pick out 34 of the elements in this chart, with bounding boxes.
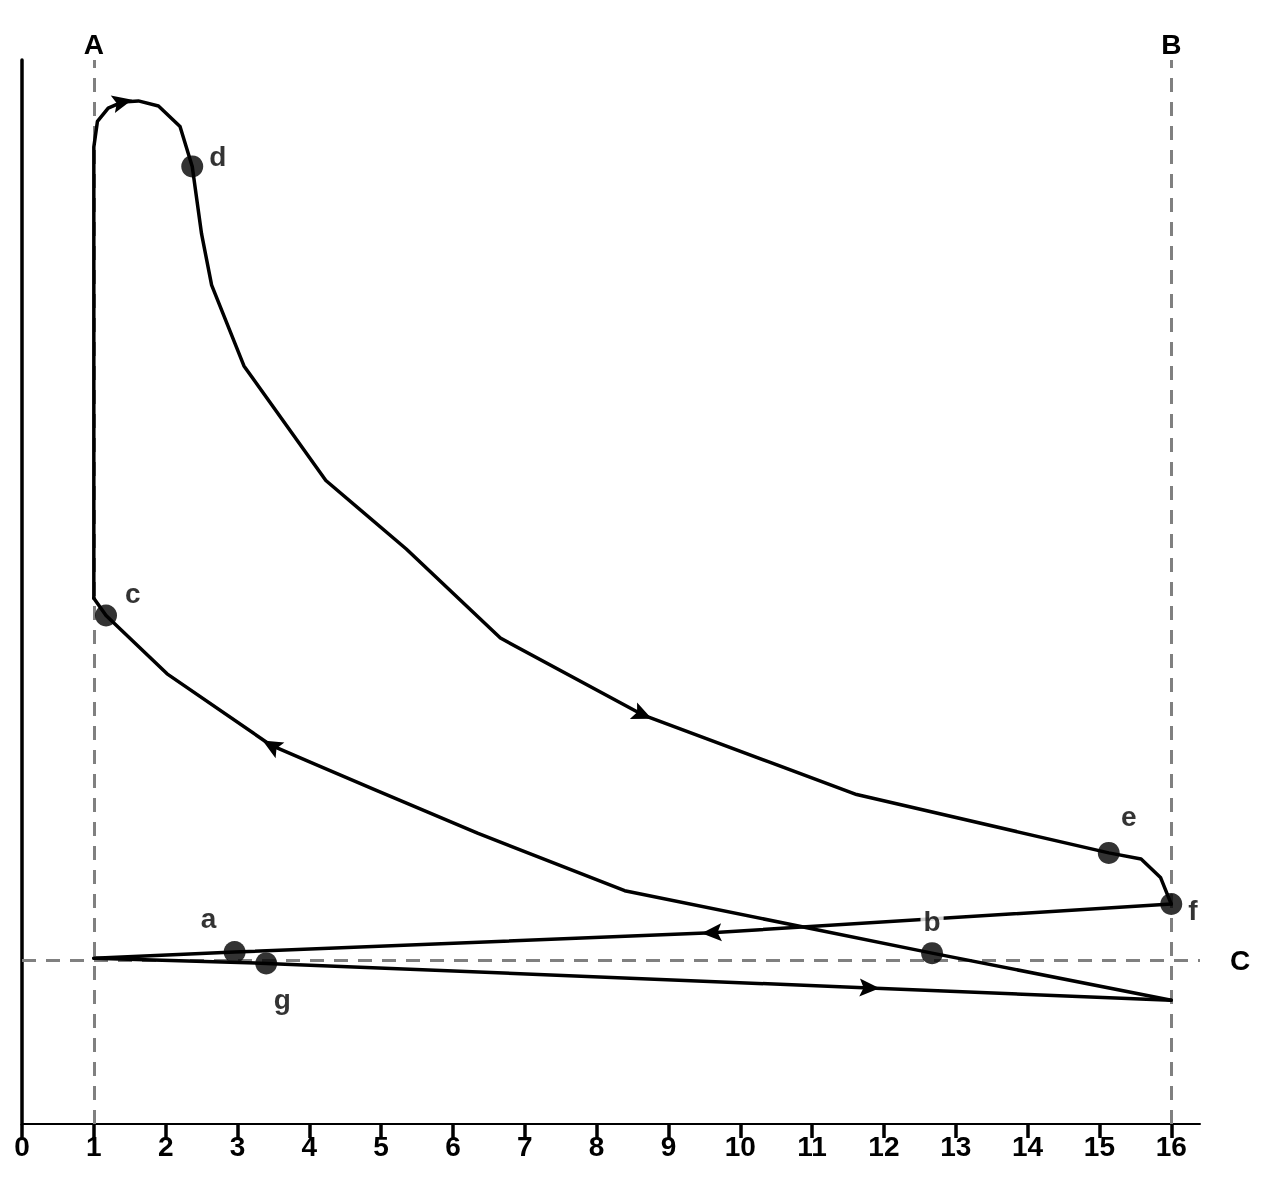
x-tick-label: 9 [660,1130,677,1162]
x-tick-label: 6 [445,1130,461,1162]
x-tick-label: 12 [868,1130,900,1162]
point [255,952,278,975]
annotation: e [1120,801,1137,833]
x-tick-label: 16 [1155,1130,1187,1162]
x-tick-label: 7 [517,1130,533,1162]
point [181,155,204,178]
x-tick-label: 3 [229,1130,246,1162]
ref-line-label: C [1230,944,1251,976]
annotation: c [125,578,141,610]
point [95,604,118,627]
x-tick-label: 1 [86,1130,102,1162]
point [1160,893,1183,916]
x-tick-label: 13 [940,1130,972,1162]
x-tick-label: 0 [14,1130,30,1162]
x-tick-label: 4 [301,1130,318,1162]
x-tick-label: 2 [157,1130,174,1162]
x-tick-label: 10 [724,1130,756,1162]
point [223,941,246,964]
annotation: b [923,905,941,937]
x-tick-label: 8 [588,1130,605,1162]
x-tick-label: 5 [373,1130,389,1162]
ref-line-label: A [83,28,104,60]
x-tick-label: 14 [1012,1130,1044,1162]
annotation: a [200,902,217,934]
annotation: g [273,983,291,1015]
x-tick-label: 11 [797,1130,827,1162]
point [1097,841,1120,864]
x-tick-label: 15 [1083,1130,1116,1162]
ref-line-label: B [1161,28,1182,60]
point [921,942,944,965]
annotation: f [1188,894,1199,926]
annotation: d [209,140,227,172]
